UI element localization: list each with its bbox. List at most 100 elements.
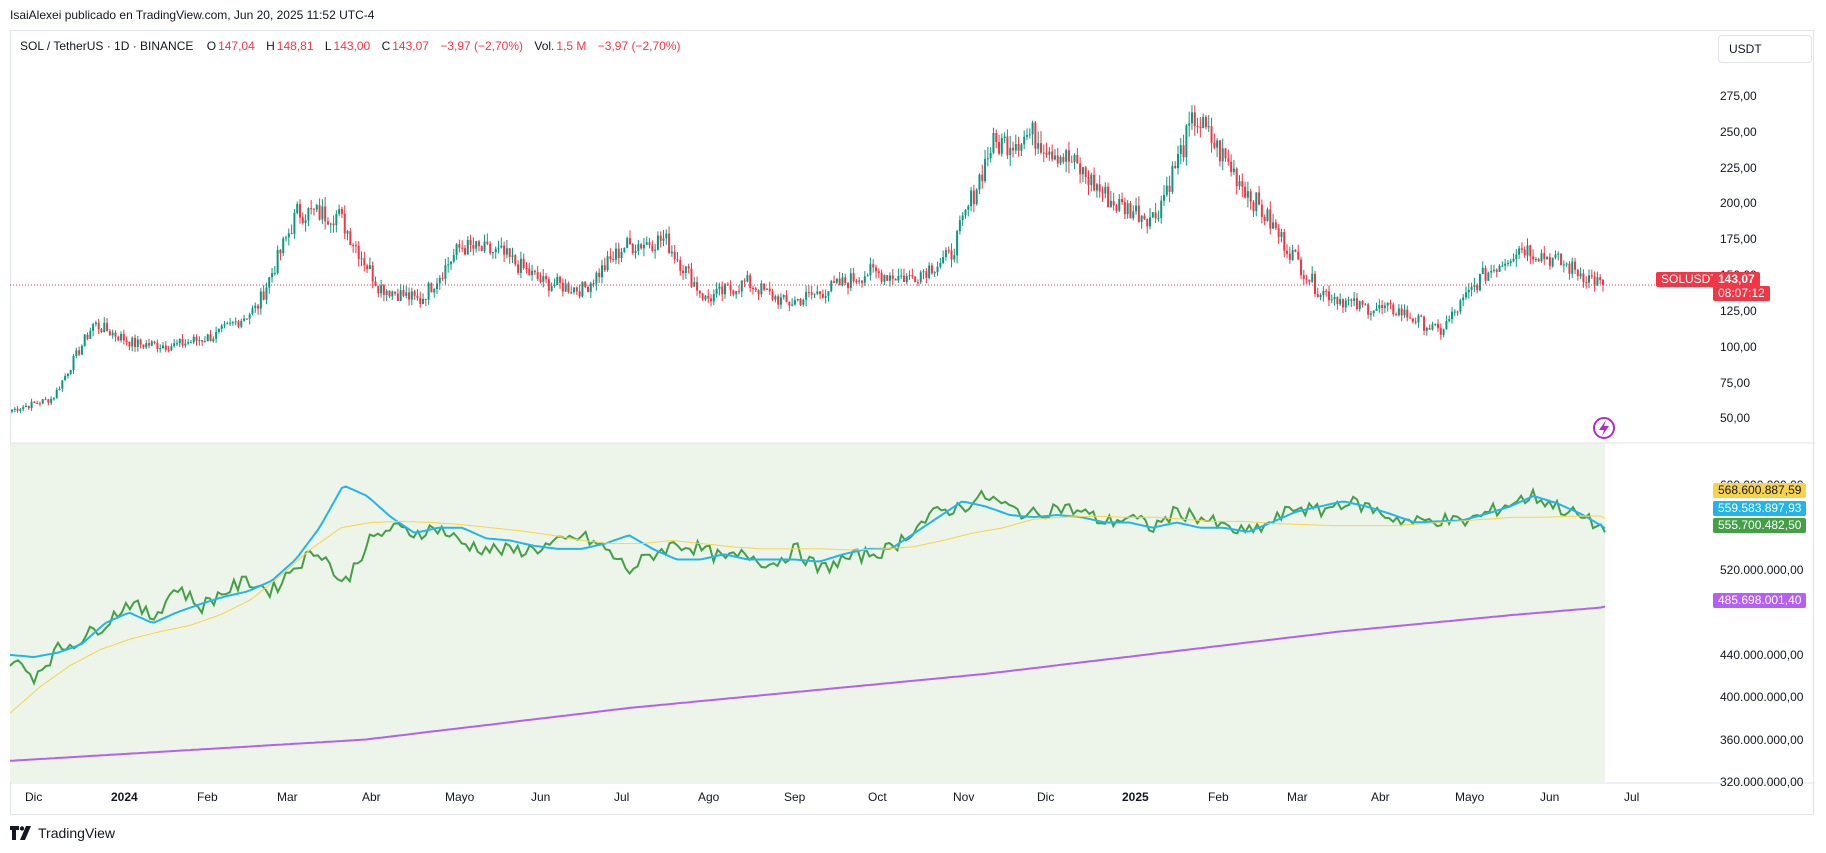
legend-change: −3,97 (−2,70%) — [440, 39, 524, 53]
candle-body — [388, 290, 391, 297]
candle-body — [1395, 314, 1398, 316]
candle-body — [1028, 134, 1031, 136]
candle-body — [486, 241, 489, 244]
candle-body — [1280, 231, 1283, 238]
candle-body — [430, 283, 433, 293]
candle-body — [1235, 168, 1238, 187]
candle-body — [1484, 267, 1487, 281]
candle-body — [1244, 186, 1247, 198]
candle-body — [1196, 126, 1199, 128]
candle-body — [1325, 290, 1328, 292]
candle-body — [120, 334, 123, 341]
candle-body — [189, 342, 192, 344]
candle-body — [710, 298, 713, 302]
candle-body — [1048, 151, 1051, 155]
candle-body — [1350, 299, 1353, 301]
candle-body — [1481, 267, 1484, 274]
candle-body — [1037, 143, 1040, 149]
candle-body — [1546, 257, 1549, 260]
candle-body — [1053, 155, 1056, 160]
candle-body — [1023, 136, 1026, 145]
candle-body — [243, 318, 246, 321]
candle-body — [900, 275, 903, 277]
candle-body — [847, 283, 850, 288]
candle-body — [724, 284, 727, 295]
candle-body — [1495, 269, 1498, 272]
candle-body — [382, 285, 385, 295]
tradingview-brand[interactable]: TradingView — [10, 825, 115, 841]
candle-body — [1372, 310, 1375, 314]
legend-high-label: H — [266, 39, 275, 53]
candle-body — [1476, 284, 1479, 291]
candle-body — [279, 249, 282, 254]
candle-body — [1081, 167, 1084, 175]
currency-button[interactable]: USDT — [1718, 35, 1812, 63]
candle-body — [94, 322, 97, 325]
indicator-series-line — [9, 605, 1606, 762]
candle-body — [824, 295, 827, 298]
candle-body — [326, 221, 329, 225]
legend-open: 147,04 — [218, 39, 255, 53]
publisher-line: IsaiAlexei publicado en TradingView.com,… — [10, 8, 375, 22]
candle-body — [1218, 140, 1221, 162]
candle-body — [1445, 320, 1448, 330]
candle-body — [1190, 112, 1193, 124]
candle-body — [1501, 265, 1504, 267]
candle-body — [475, 241, 478, 249]
candle-body — [173, 343, 176, 347]
candle-body — [1039, 143, 1042, 153]
candle-body — [1146, 219, 1149, 227]
candle-body — [656, 235, 659, 250]
candle-body — [1568, 263, 1571, 274]
time-axis-tick: Jun — [531, 790, 551, 804]
candle-body — [1000, 137, 1003, 154]
candle-body — [729, 285, 732, 291]
candle-body — [1467, 289, 1470, 293]
candle-body — [777, 296, 780, 305]
candle-body — [1470, 287, 1473, 290]
candle-body — [958, 220, 961, 232]
candle-body — [805, 292, 808, 300]
candle-body — [357, 245, 360, 260]
candle-body — [237, 321, 240, 327]
candle-body — [849, 273, 852, 288]
candle-body — [721, 286, 724, 295]
candle-body — [827, 291, 830, 296]
candle-body — [500, 245, 503, 248]
candle-body — [1154, 212, 1157, 219]
chart-frame — [10, 30, 1814, 815]
candle-body — [282, 238, 285, 254]
candle-body — [696, 282, 699, 291]
candle-body — [307, 208, 310, 221]
candle-body — [413, 291, 416, 296]
candle-body — [304, 220, 307, 223]
candle-body — [757, 290, 760, 295]
candle-body — [458, 244, 461, 248]
symbol-price-tag: SOLUSDT — [1656, 272, 1723, 287]
candle-body — [1540, 253, 1543, 262]
indicator-axis-tick: 320.000.000,00 — [1720, 775, 1804, 789]
candle-body — [19, 409, 22, 411]
candle-body — [1456, 311, 1459, 313]
candle-body — [539, 278, 542, 282]
candle-body — [1109, 200, 1112, 208]
legend-volume-change: −3,97 (−2,70%) — [597, 39, 681, 53]
candle-body — [1308, 279, 1311, 282]
candle-body — [1062, 157, 1065, 162]
legend-symbol[interactable]: SOL / TetherUS · 1D · BINANCE — [20, 39, 194, 53]
candle-body — [1020, 144, 1023, 151]
candle-body — [1300, 259, 1303, 276]
candle-body — [463, 248, 466, 255]
price-axis-tick: 200,00 — [1720, 196, 1757, 211]
candle-body — [866, 275, 869, 277]
candle-body — [480, 246, 483, 251]
candle-body — [187, 342, 190, 344]
candle-body — [229, 322, 232, 324]
candle-body — [908, 275, 911, 277]
candle-body — [617, 248, 620, 258]
candle-body — [1532, 256, 1535, 260]
candle-body — [972, 190, 975, 205]
candle-body — [964, 209, 967, 216]
candle-body — [1453, 311, 1456, 313]
